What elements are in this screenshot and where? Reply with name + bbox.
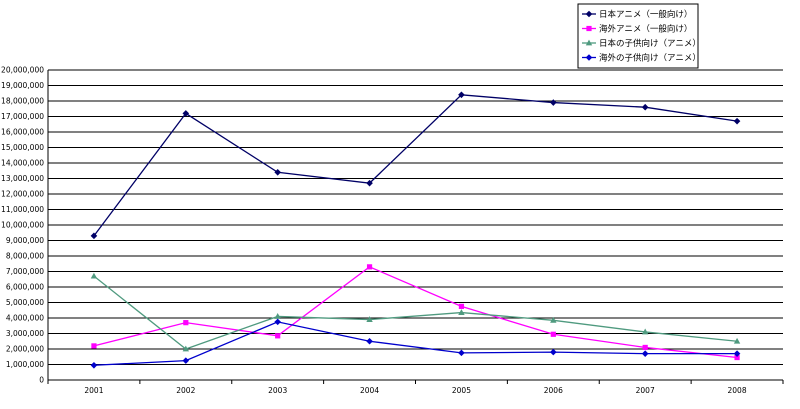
legend-item: 日本の子供向け（アニメ）: [582, 38, 701, 49]
data-point: [275, 333, 281, 339]
legend-label: 海外の子供向け（アニメ）: [599, 53, 701, 64]
y-tick-label: 11,000,000: [1, 205, 44, 214]
y-tick-label: 15,000,000: [1, 143, 44, 152]
legend-box: [577, 3, 699, 69]
legend-item: 海外の子供向け（アニメ）: [582, 53, 701, 64]
legend-marker: [585, 39, 593, 46]
x-tick-label: 2002: [176, 386, 195, 395]
data-point: [366, 179, 373, 187]
data-point: [458, 91, 465, 99]
x-tick-label: 2007: [636, 386, 655, 395]
y-tick-label: 6,000,000: [6, 283, 44, 292]
y-tick-label: 8,000,000: [6, 252, 44, 261]
series-4: [90, 318, 741, 369]
y-tick-label: 12,000,000: [1, 190, 44, 199]
y-axis-tick-labels: 0 1,000,000 2,000,000 3,000,000 4,000,000 5,0…: [1, 66, 44, 385]
legend-label: 海外アニメ（一般向け）: [599, 24, 692, 35]
x-tick-label: 2006: [544, 386, 563, 395]
y-tick-label: 3,000,000: [6, 329, 44, 338]
y-tick-label: 7,000,000: [6, 267, 44, 276]
data-point: [274, 318, 281, 326]
x-tick-label: 2004: [360, 386, 379, 395]
y-tick-label: 20,000,000: [1, 66, 44, 75]
x-tick-label: 2008: [728, 386, 747, 395]
legend-label: 日本アニメ（一般向け）: [599, 9, 692, 20]
x-tick-label: 2003: [268, 386, 287, 395]
series-line: [93, 275, 738, 350]
data-point: [183, 320, 189, 326]
legend-item: 日本アニメ（一般向け）: [582, 9, 692, 20]
data-point: [274, 313, 281, 319]
y-tick-label: 9,000,000: [6, 236, 44, 245]
data-point: [90, 361, 98, 369]
y-tick-label: 13,000,000: [1, 174, 44, 183]
legend-marker: [585, 54, 593, 61]
y-tick-label: 5,000,000: [6, 298, 44, 307]
y-tick-label: 18,000,000: [1, 97, 44, 106]
legend-marker: [585, 10, 593, 18]
data-point: [734, 354, 740, 361]
data-point: [90, 232, 98, 240]
series-3: [90, 272, 741, 352]
y-tick-label: 2,000,000: [6, 345, 44, 354]
legend-marker: [586, 25, 592, 32]
legend: 日本アニメ（一般向け） 海外アニメ（一般向け） 日本の子供向け（アニメ） 海外の子供向…: [577, 3, 701, 69]
series-line: [93, 321, 738, 366]
data-point: [91, 343, 97, 349]
data-point: [641, 328, 649, 335]
y-tick-label: 14,000,000: [1, 159, 44, 168]
y-tick-label: 17,000,000: [1, 112, 44, 121]
series-1: [90, 91, 741, 240]
data-point: [90, 272, 98, 279]
series-2: [91, 264, 740, 361]
legend-label: 日本の子供向け（アニメ）: [599, 38, 701, 49]
data-point: [641, 103, 649, 111]
data-point: [550, 348, 557, 356]
legend-item: 海外アニメ（一般向け）: [582, 24, 692, 35]
data-point: [182, 110, 190, 117]
y-tick-label: 19,000,000: [1, 81, 44, 90]
data-point: [733, 350, 741, 357]
y-tick-label: 10,000,000: [1, 221, 44, 230]
data-point: [458, 303, 465, 309]
y-tick-label: 4,000,000: [6, 314, 44, 323]
data-point: [366, 316, 373, 322]
data-point: [550, 316, 557, 323]
data-point: [274, 169, 281, 176]
data-point: [642, 344, 648, 351]
data-point: [641, 350, 649, 357]
series-line: [93, 266, 738, 359]
data-point: [550, 99, 557, 106]
y-tick-label: 16,000,000: [1, 128, 44, 137]
data-point: [182, 357, 190, 364]
x-tick-label: 2005: [452, 386, 471, 395]
gridlines: [48, 69, 783, 365]
data-point: [366, 337, 373, 345]
series-line: [93, 94, 738, 237]
data-point: [733, 117, 741, 125]
x-axis-tick-labels: 2001 2002 2003 2004 2005 2006 2007 2008: [47, 380, 784, 395]
x-tick-label: 2001: [84, 386, 103, 395]
data-point: [366, 264, 373, 270]
y-tick-label: 0: [39, 376, 44, 385]
y-tick-label: 1,000,000: [6, 360, 44, 369]
data-point: [733, 337, 741, 344]
data-point: [458, 309, 465, 315]
data-point: [550, 331, 556, 337]
data-point: [458, 349, 465, 357]
data-point: [182, 345, 190, 352]
